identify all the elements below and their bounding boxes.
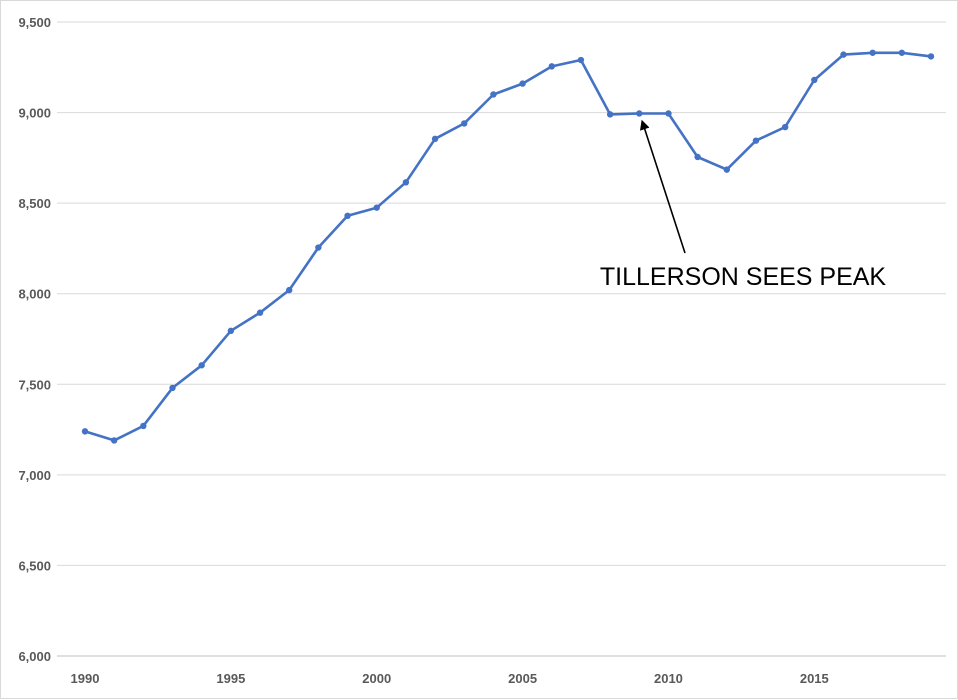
x-tick-label: 2015	[800, 671, 829, 686]
data-point	[840, 51, 847, 58]
y-tick-label: 8,500	[18, 196, 51, 211]
data-point	[198, 362, 205, 369]
data-point	[636, 110, 643, 117]
data-point	[723, 166, 730, 173]
y-tick-label: 9,500	[18, 15, 51, 30]
gridlines	[57, 21, 946, 657]
data-point	[811, 76, 818, 84]
data-point	[927, 53, 935, 60]
annotation-group: TILLERSON SEES PEAK	[600, 119, 887, 291]
y-tick-label: 9,000	[18, 106, 51, 121]
x-axis: 1990 1995 2000 2005 2010 2015	[71, 671, 829, 686]
data-point	[781, 123, 789, 131]
y-tick-label: 6,500	[18, 558, 51, 573]
data-point	[256, 309, 264, 316]
data-point	[402, 179, 410, 186]
y-tick-label: 8,000	[18, 287, 51, 302]
data-point	[461, 120, 468, 127]
data-point	[577, 56, 585, 64]
x-tick-label: 2000	[362, 671, 391, 686]
data-point	[286, 286, 293, 294]
x-tick-label: 1990	[71, 671, 100, 686]
data-point	[431, 135, 439, 143]
data-point	[665, 110, 672, 117]
data-point	[344, 212, 351, 220]
data-point	[169, 384, 176, 392]
data-point	[110, 437, 118, 444]
data-point	[694, 153, 701, 161]
annotation-arrow	[639, 119, 686, 254]
y-tick-label: 6,000	[18, 649, 51, 664]
data-point	[752, 137, 760, 144]
x-tick-label: 2005	[508, 671, 537, 686]
data-point	[548, 63, 555, 70]
data-point	[490, 91, 497, 98]
data-point	[373, 204, 380, 211]
x-tick-label: 2010	[654, 671, 683, 686]
data-point	[869, 49, 876, 56]
data-point	[140, 422, 147, 430]
y-tick-label: 7,500	[18, 377, 51, 392]
data-point	[315, 244, 322, 251]
series-line	[83, 51, 933, 442]
y-tick-label: 7,000	[18, 468, 51, 483]
data-point	[898, 49, 906, 56]
x-tick-label: 1995	[216, 671, 245, 686]
y-axis: 6,000 6,500 7,000 7,500 8,000 8,500 9,000 9,500	[18, 15, 51, 664]
annotation-label: TILLERSON SEES PEAK	[600, 263, 887, 291]
data-point	[519, 80, 526, 87]
data-point	[227, 327, 235, 335]
data-point	[81, 428, 89, 435]
data-point	[606, 111, 614, 118]
series-group	[81, 49, 935, 444]
